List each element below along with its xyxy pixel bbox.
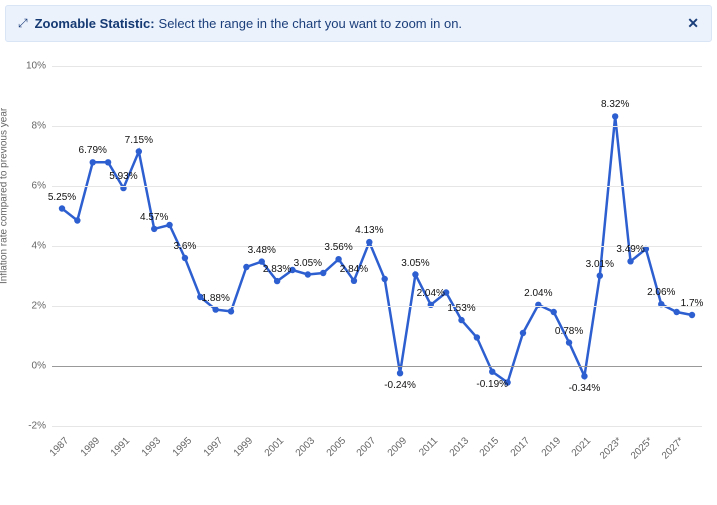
expand-icon: ⤢: [18, 16, 25, 31]
x-tick: 1993: [140, 435, 164, 459]
y-axis-label: Inflation rate compared to previous year: [0, 108, 10, 284]
close-icon[interactable]: ✕: [687, 15, 699, 32]
x-tick: 1991: [109, 435, 133, 459]
data-label: 3.6%: [174, 241, 197, 252]
data-label: 0.78%: [555, 325, 583, 336]
data-label: -0.24%: [384, 380, 416, 391]
x-tick: 1995: [171, 435, 195, 459]
plot-area[interactable]: -2%0%2%4%6%8%10%198719891991199319951997…: [52, 66, 702, 426]
x-tick: 1999: [232, 435, 256, 459]
x-tick: 2019: [539, 435, 563, 459]
data-label: 3.49%: [616, 244, 644, 255]
data-label: 1.53%: [447, 303, 475, 314]
x-tick: 2023*: [598, 435, 624, 461]
data-label: 7.15%: [125, 134, 153, 145]
data-label: 1.88%: [201, 292, 229, 303]
data-label: -0.34%: [569, 383, 601, 394]
x-tick: 2013: [447, 435, 471, 459]
y-tick: 6%: [32, 181, 46, 192]
data-label: 3.05%: [401, 257, 429, 268]
banner-text: Zoomable Statistic:Select the range in t…: [35, 16, 462, 31]
zoom-banner: ⤢ Zoomable Statistic:Select the range in…: [5, 5, 712, 42]
y-tick: 10%: [26, 61, 46, 72]
data-label: 5.25%: [48, 191, 76, 202]
x-tick: 1987: [48, 435, 72, 459]
data-label: 4.13%: [355, 225, 383, 236]
data-label: 6.79%: [79, 145, 107, 156]
data-label: 1.7%: [681, 298, 704, 309]
chart-container: ⤢ Zoomable Statistic:Select the range in…: [0, 0, 717, 505]
x-tick: 2025*: [629, 435, 655, 461]
data-label: 2.04%: [417, 288, 445, 299]
y-tick: 4%: [32, 241, 46, 252]
y-tick: -2%: [28, 421, 46, 432]
data-label: 3.01%: [586, 258, 614, 269]
data-label: 2.04%: [524, 288, 552, 299]
x-tick: 2001: [263, 435, 287, 459]
x-tick: 2017: [509, 435, 533, 459]
x-tick: 1989: [78, 435, 102, 459]
data-label: 8.32%: [601, 99, 629, 110]
y-tick: 0%: [32, 361, 46, 372]
data-label: -0.19%: [476, 378, 508, 389]
line-chart[interactable]: Inflation rate compared to previous year…: [0, 44, 717, 505]
x-tick: 2027*: [660, 435, 686, 461]
x-tick: 2015: [478, 435, 502, 459]
x-tick: 1997: [201, 435, 225, 459]
x-tick: 2009: [386, 435, 410, 459]
data-label: 2.06%: [647, 287, 675, 298]
data-label: 2.83%: [263, 264, 291, 275]
x-tick: 2003: [294, 435, 318, 459]
x-tick: 2021: [570, 435, 594, 459]
data-label: 4.57%: [140, 212, 168, 223]
y-tick: 2%: [32, 301, 46, 312]
data-label: 2.84%: [340, 264, 368, 275]
data-label: 3.48%: [248, 244, 276, 255]
x-tick: 2007: [355, 435, 379, 459]
x-tick: 2011: [417, 435, 440, 458]
x-tick: 2005: [324, 435, 348, 459]
data-label: 3.05%: [294, 257, 322, 268]
y-tick: 8%: [32, 121, 46, 132]
data-label: 5.93%: [109, 171, 137, 182]
data-label: 3.56%: [324, 242, 352, 253]
